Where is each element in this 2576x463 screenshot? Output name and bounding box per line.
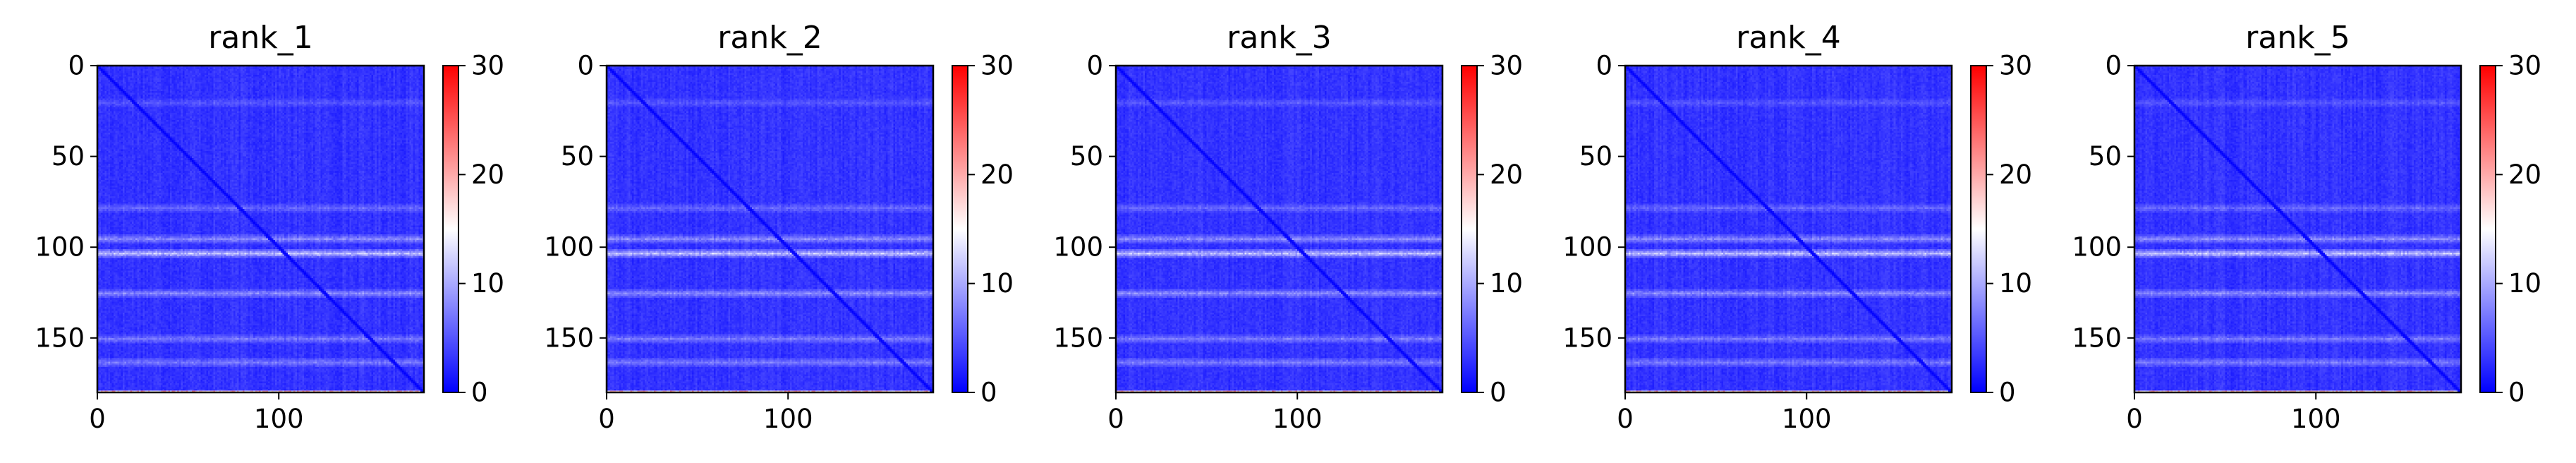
colorbar-tick-label: 0: [1490, 378, 1507, 408]
colorbar: [442, 65, 459, 393]
y-tick-label: 150: [35, 323, 85, 353]
colorbar: [2479, 65, 2496, 393]
y-tick-label: 0: [1596, 51, 1612, 81]
colorbar-tick-label: 0: [471, 378, 488, 408]
panel-1: rank_1 0 50 100 150 0 100 0 10 20 30: [35, 20, 504, 434]
y-tick-label: 50: [1070, 141, 1103, 172]
heatmap-frame: [96, 64, 425, 394]
colorbar-tick-label: 20: [471, 160, 504, 190]
panel-title: rank_2: [717, 20, 822, 56]
y-tick-label: 50: [1579, 141, 1612, 172]
colorbar-tick-label: 10: [1490, 268, 1523, 299]
y-tick-label: 0: [68, 51, 85, 81]
heatmap-frame: [1624, 64, 1953, 394]
heatmap-image: [607, 66, 933, 392]
y-tick-label: 100: [2072, 232, 2122, 263]
y-tick-label: 100: [544, 232, 594, 263]
colorbar: [952, 65, 968, 393]
y-tick-label: 150: [1562, 323, 1612, 353]
colorbar-tick-label: 30: [1490, 51, 1523, 81]
x-tick-label: 100: [254, 404, 304, 434]
colorbar-tick-label: 20: [980, 160, 1014, 190]
colorbar-tick-label: 20: [1490, 160, 1523, 190]
x-tick-label: 100: [2291, 404, 2341, 434]
colorbar-tick-label: 10: [1999, 268, 2032, 299]
heatmap-image: [1116, 66, 1442, 392]
y-tick-label: 150: [1053, 323, 1103, 353]
y-tick-label: 50: [561, 141, 594, 172]
panel-title: rank_5: [2245, 20, 2350, 56]
panel-4: rank_4 0 50 100 150 0 100 0 10 20 30: [1562, 20, 2032, 434]
panel-title: rank_3: [1227, 20, 1331, 56]
colorbar: [1461, 65, 1478, 393]
panel-3: rank_3 0 50 100 150 0 100 0 10 20 30: [1053, 20, 1523, 434]
colorbar: [1970, 65, 1987, 393]
heatmap-frame: [2133, 64, 2462, 394]
y-tick-label: 100: [1562, 232, 1612, 263]
colorbar-tick-label: 10: [2508, 268, 2541, 299]
x-tick-label: 0: [598, 404, 615, 434]
heatmap-image: [2134, 66, 2461, 392]
heatmap-image: [1625, 66, 1952, 392]
x-tick-label: 0: [1617, 404, 1634, 434]
y-tick-label: 100: [1053, 232, 1103, 263]
y-tick-label: 0: [2105, 51, 2122, 81]
colorbar-tick-label: 30: [1999, 51, 2032, 81]
panel-5: rank_5 0 50 100 150 0 100 0 10 20 30: [2072, 20, 2541, 434]
panel-title: rank_4: [1736, 20, 1840, 56]
x-tick-label: 100: [1272, 404, 1323, 434]
colorbar-tick-label: 0: [2508, 378, 2525, 408]
panel-title: rank_1: [208, 20, 312, 56]
colorbar-tick-label: 30: [471, 51, 504, 81]
colorbar-tick-label: 0: [980, 378, 997, 408]
colorbar-tick-label: 30: [980, 51, 1014, 81]
colorbar-tick-label: 20: [2508, 160, 2541, 190]
colorbar-tick-label: 0: [1999, 378, 2016, 408]
x-tick-label: 0: [89, 404, 106, 434]
colorbar-tick-label: 30: [2508, 51, 2541, 81]
x-tick-label: 0: [2126, 404, 2143, 434]
heatmap-image: [97, 66, 424, 392]
y-tick-label: 150: [544, 323, 594, 353]
y-tick-label: 150: [2072, 323, 2122, 353]
x-tick-label: 100: [1782, 404, 1832, 434]
colorbar-tick-label: 20: [1999, 160, 2032, 190]
heatmap-frame: [605, 64, 935, 394]
y-tick-label: 50: [51, 141, 85, 172]
y-tick-label: 50: [2089, 141, 2122, 172]
y-tick-label: 100: [35, 232, 85, 263]
y-tick-label: 0: [1086, 51, 1103, 81]
colorbar-tick-label: 10: [980, 268, 1014, 299]
x-tick-label: 100: [763, 404, 813, 434]
heatmap-frame: [1114, 64, 1444, 394]
x-tick-label: 0: [1107, 404, 1124, 434]
colorbar-tick-label: 10: [471, 268, 504, 299]
y-tick-label: 0: [577, 51, 594, 81]
panel-2: rank_2 0 50 100 150 0 100 0 10 20 30: [544, 20, 1014, 434]
